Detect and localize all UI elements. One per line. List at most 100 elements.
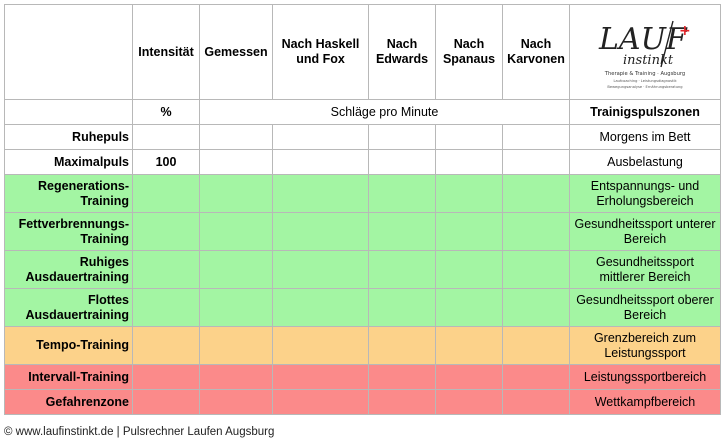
row-spanaus [435, 326, 503, 365]
units-row: % Schläge pro Minute Trainigspulszonen [4, 99, 721, 125]
row-label: Fettverbrennungs-Training [4, 212, 133, 251]
row-gemessen [199, 389, 273, 415]
header-empty-cell [4, 4, 133, 100]
row-spanaus [435, 149, 503, 175]
row-edwards [368, 212, 436, 251]
row-spanaus [435, 364, 503, 390]
row-intensity [132, 389, 200, 415]
row-label: Ruhiges Ausdauertraining [4, 250, 133, 289]
row-karvonen [502, 288, 570, 327]
row-zone: Wettkampfbereich [569, 389, 721, 415]
logo-tagline: Therapie & Training · Augsburg [604, 71, 685, 77]
row-haskell [272, 326, 369, 365]
row-spanaus [435, 389, 503, 415]
row-edwards [368, 250, 436, 289]
row-zone: Leistungssportbereich [569, 364, 721, 390]
row-zone: Gesundheitssport oberer Bereich [569, 288, 721, 327]
row-karvonen [502, 149, 570, 175]
row-zone: Ausbelastung [569, 149, 721, 175]
row-haskell [272, 288, 369, 327]
logo-line1: LAUF [598, 22, 688, 57]
header-intensitaet: Intensität [132, 4, 200, 100]
header-row: Intensität Gemessen Nach Haskell und Fox… [4, 4, 721, 100]
row-gemessen [199, 212, 273, 251]
row-spanaus [435, 250, 503, 289]
row-karvonen [502, 124, 570, 150]
row-label: Intervall-Training [4, 364, 133, 390]
row-haskell [272, 212, 369, 251]
row-edwards [368, 389, 436, 415]
row-gemessen [199, 124, 273, 150]
row-intensity [132, 288, 200, 327]
row-intensity [132, 212, 200, 251]
row-haskell [272, 250, 369, 289]
logo-plus-icon: + [679, 23, 691, 39]
row-spanaus [435, 212, 503, 251]
laufinstinkt-logo: LAUF + instinkt Therapie & Training · Au… [571, 9, 720, 95]
row-gemessen [199, 174, 273, 213]
row-label: Maximalpuls [4, 149, 133, 175]
unit-zones: Trainigspulszonen [569, 99, 721, 125]
unit-percent: % [132, 99, 200, 125]
row-zone: Gesundheitssport unterer Bereich [569, 212, 721, 251]
row-gemessen [199, 364, 273, 390]
header-edwards: Nach Edwards [368, 4, 436, 100]
row-gemessen [199, 250, 273, 289]
row-karvonen [502, 326, 570, 365]
row-haskell [272, 174, 369, 213]
row-haskell [272, 364, 369, 390]
row-karvonen [502, 364, 570, 390]
unit-bpm: Schläge pro Minute [199, 99, 570, 125]
row-intensity [132, 124, 200, 150]
table-row: Flottes Ausdauertraining Gesundheitsspor… [4, 288, 721, 327]
row-spanaus [435, 174, 503, 213]
table-row: Maximalpuls 100 Ausbelastung [4, 149, 721, 175]
row-intensity [132, 326, 200, 365]
row-intensity: 100 [132, 149, 200, 175]
row-karvonen [502, 212, 570, 251]
logo-stroke-line [660, 20, 674, 68]
row-intensity [132, 364, 200, 390]
row-label: Regenerations-Training [4, 174, 133, 213]
row-label: Ruhepuls [4, 124, 133, 150]
units-empty-cell [4, 99, 133, 125]
row-gemessen [199, 326, 273, 365]
logo-small-line1: Laufcoaching · Leistungsdiagnostik [613, 79, 677, 83]
row-spanaus [435, 288, 503, 327]
row-zone: Grenzbereich zum Leistungssport [569, 326, 721, 365]
footer-credit: © www.laufinstinkt.de | Pulsrechner Lauf… [4, 426, 275, 438]
row-haskell [272, 124, 369, 150]
table-row: Ruhepuls Morgens im Bett [4, 124, 721, 150]
pulse-table-container: Intensität Gemessen Nach Haskell und Fox… [4, 4, 721, 415]
pulse-zone-table: Intensität Gemessen Nach Haskell und Fox… [4, 4, 721, 415]
row-gemessen [199, 288, 273, 327]
row-spanaus [435, 124, 503, 150]
laufinstinkt-logo-graphic: LAUF + instinkt Therapie & Training · Au… [598, 20, 691, 89]
row-label: Tempo-Training [4, 326, 133, 365]
row-label: Gefahrenzone [4, 389, 133, 415]
logo-cell: LAUF + instinkt Therapie & Training · Au… [569, 4, 721, 100]
row-karvonen [502, 174, 570, 213]
row-zone: Gesundheitssport mittlerer Bereich [569, 250, 721, 289]
logo-small-line2: Bewegungsanalyse · Ernährungsberatung [607, 85, 682, 89]
table-row: Gefahrenzone Wettkampfbereich [4, 389, 721, 415]
row-zone: Morgens im Bett [569, 124, 721, 150]
row-intensity [132, 174, 200, 213]
row-karvonen [502, 250, 570, 289]
table-row: Ruhiges Ausdauertraining Gesundheitsspor… [4, 250, 721, 289]
row-gemessen [199, 149, 273, 175]
row-label: Flottes Ausdauertraining [4, 288, 133, 327]
row-intensity [132, 250, 200, 289]
row-haskell [272, 149, 369, 175]
table-row: Fettverbrennungs-Training Gesundheitsspo… [4, 212, 721, 251]
row-haskell [272, 389, 369, 415]
row-edwards [368, 174, 436, 213]
row-edwards [368, 149, 436, 175]
row-karvonen [502, 389, 570, 415]
row-edwards [368, 364, 436, 390]
table-row: Regenerations-Training Entspannungs- und… [4, 174, 721, 213]
row-edwards [368, 124, 436, 150]
header-spanaus: Nach Spanaus [435, 4, 503, 100]
row-zone: Entspannungs- und Erholungsbereich [569, 174, 721, 213]
header-haskell-fox: Nach Haskell und Fox [272, 4, 369, 100]
